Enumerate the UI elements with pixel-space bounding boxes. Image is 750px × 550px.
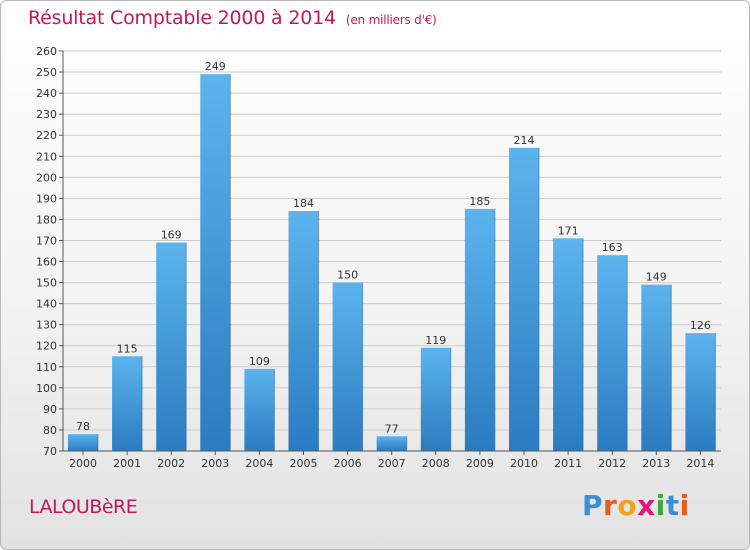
data-label: 149	[646, 271, 667, 284]
data-label: 171	[558, 224, 579, 237]
bar	[420, 347, 451, 451]
x-tick-label: 2005	[290, 457, 318, 470]
data-label: 163	[602, 241, 623, 254]
labels: 78 115 169 249 109 184 150 77 119 185 214 171 163 149…	[76, 60, 711, 435]
y-tick-label: 150	[36, 277, 57, 290]
y-tick-label: 250	[36, 66, 57, 79]
bar	[244, 368, 275, 451]
chart-title-text: Résultat Comptable 2000 à 2014	[28, 7, 336, 29]
bar	[597, 255, 628, 451]
data-label: 249	[205, 60, 226, 73]
data-label: 119	[425, 334, 446, 347]
y-tick-label: 170	[36, 234, 57, 247]
y-tick-label: 130	[36, 319, 57, 332]
data-label: 126	[690, 319, 711, 332]
y-tick-label: 110	[36, 361, 57, 374]
y-tick-label: 140	[36, 298, 57, 311]
y-tick-label: 90	[43, 403, 57, 416]
data-label: 115	[117, 342, 138, 355]
y-tick-label: 190	[36, 192, 57, 205]
x-tick-label: 2013	[642, 457, 670, 470]
commune-name: LALOUBèRE	[29, 496, 138, 518]
bar	[553, 238, 584, 451]
x-tick-label: 2003	[201, 457, 229, 470]
y-tick-label: 160	[36, 256, 57, 269]
x-tick-label: 2001	[113, 457, 141, 470]
y-tick-label: 80	[43, 424, 57, 437]
x-tick-label: 2000	[69, 457, 97, 470]
x-tick-label: 2009	[466, 457, 494, 470]
axes: 7080901001101201301401501601701801902002…	[36, 45, 721, 470]
chart-subtitle: (en milliers d'€)	[345, 13, 437, 27]
x-tick-label: 2006	[334, 457, 362, 470]
logo-letter: x	[637, 489, 656, 522]
bar	[200, 74, 231, 451]
y-tick-label: 260	[36, 45, 57, 58]
x-tick-label: 2014	[686, 457, 714, 470]
x-tick-label: 2004	[245, 457, 273, 470]
data-label: 169	[161, 229, 182, 242]
data-label: 185	[469, 195, 490, 208]
data-label: 214	[514, 134, 535, 147]
logo-letter: P	[582, 489, 604, 522]
bar	[685, 333, 716, 451]
y-tick-label: 180	[36, 213, 57, 226]
bar	[112, 356, 143, 451]
x-tick-label: 2008	[422, 457, 450, 470]
y-tick-label: 70	[43, 445, 57, 458]
y-tick-label: 240	[36, 87, 57, 100]
bar	[509, 147, 539, 451]
data-label: 109	[249, 355, 270, 368]
x-tick-label: 2002	[157, 457, 185, 470]
logo-letter: r	[603, 489, 618, 522]
y-tick-label: 210	[36, 150, 57, 163]
chart-title: Résultat Comptable 2000 à 2014 (en millie…	[28, 7, 437, 29]
y-tick-label: 120	[36, 340, 57, 353]
data-label: 78	[76, 420, 90, 433]
bars	[68, 74, 716, 451]
x-tick-label: 2012	[598, 457, 626, 470]
y-tick-label: 220	[36, 129, 57, 142]
y-tick-label: 200	[36, 171, 57, 184]
x-tick-label: 2007	[378, 457, 406, 470]
bar	[376, 436, 407, 451]
logo-letter: t	[665, 489, 680, 522]
logo-letter: i	[679, 489, 690, 522]
proxiti-logo: Proxiti	[582, 489, 690, 522]
y-tick-label: 230	[36, 108, 57, 121]
logo-letter: i	[655, 489, 666, 522]
data-label: 184	[293, 197, 314, 210]
bar	[68, 434, 98, 451]
bar	[641, 284, 672, 451]
x-tick-label: 2011	[554, 457, 582, 470]
data-label: 150	[337, 269, 358, 282]
bar	[156, 242, 187, 451]
bar	[332, 282, 363, 451]
x-tick-label: 2010	[510, 457, 538, 470]
bar	[288, 211, 319, 451]
data-label: 77	[385, 422, 399, 435]
logo-letter: o	[617, 489, 638, 522]
bar	[464, 208, 495, 451]
y-tick-label: 100	[36, 382, 57, 395]
